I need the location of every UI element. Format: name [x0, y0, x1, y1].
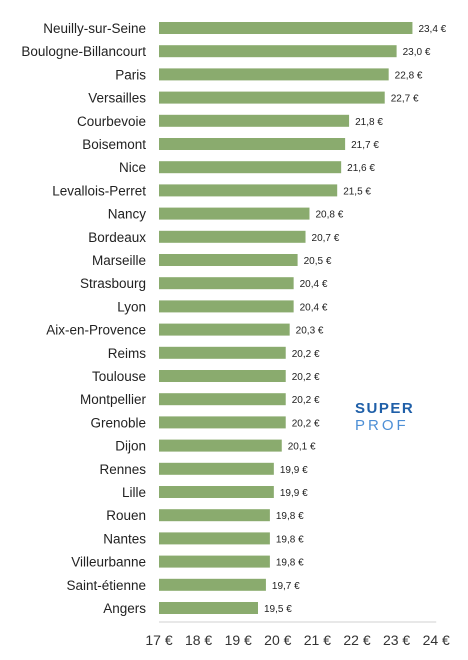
category-label: Bordeaux [88, 230, 146, 245]
data-label: 23,0 € [403, 47, 431, 58]
category-label: Angers [103, 601, 146, 616]
category-label: Nancy [108, 207, 147, 222]
data-label: 19,5 € [264, 604, 292, 615]
bar [159, 300, 294, 313]
data-label: 19,8 € [276, 511, 304, 522]
bar [159, 439, 282, 452]
category-label: Dijon [115, 439, 146, 454]
category-label: Rouen [106, 508, 146, 523]
bar [159, 602, 258, 614]
x-tick-label: 17 € [145, 632, 172, 648]
bar [159, 114, 350, 127]
bar [159, 532, 270, 545]
bar [159, 486, 274, 498]
data-label: 21,8 € [355, 117, 383, 128]
bar [159, 416, 286, 429]
data-label: 22,8 € [395, 70, 423, 81]
bar [159, 230, 306, 243]
data-label: 19,9 € [280, 488, 308, 499]
category-label: Nantes [103, 531, 146, 546]
bar [159, 184, 338, 197]
bar [159, 393, 286, 406]
data-label: 21,6 € [347, 163, 375, 174]
category-label: Versailles [88, 91, 146, 106]
bar [159, 254, 298, 266]
bar [159, 370, 286, 382]
data-label: 20,2 € [292, 395, 320, 406]
category-label: Grenoble [90, 415, 146, 430]
data-label: 19,8 € [276, 558, 304, 569]
watermark-line2: PROF [355, 417, 409, 434]
category-label: Villeurbanne [71, 555, 146, 570]
bar [159, 207, 310, 220]
category-label: Nice [119, 160, 146, 175]
data-label: 20,7 € [312, 233, 340, 244]
category-label: Aix-en-Provence [46, 323, 146, 338]
category-label: Montpellier [80, 392, 147, 407]
bar [159, 91, 385, 104]
category-label: Neuilly-sur-Seine [43, 21, 146, 36]
category-label: Lyon [117, 299, 146, 314]
x-tick-label: 21 € [304, 632, 331, 648]
data-label: 21,5 € [343, 186, 371, 197]
category-label: Saint-étienne [66, 578, 146, 593]
x-tick-label: 20 € [264, 632, 291, 648]
data-label: 23,4 € [418, 24, 446, 35]
x-tick-label: 18 € [185, 632, 212, 648]
category-label: Strasbourg [80, 276, 146, 291]
bar [159, 45, 397, 58]
data-label: 19,8 € [276, 534, 304, 545]
bar [159, 578, 266, 591]
data-label: 20,1 € [288, 442, 316, 453]
category-label: Rennes [99, 462, 146, 477]
x-tick-label: 23 € [383, 632, 410, 648]
data-label: 20,2 € [292, 349, 320, 360]
bar [159, 138, 346, 150]
bar [159, 161, 342, 174]
data-label: 20,5 € [304, 256, 332, 267]
superprof-watermark-logo: SUPER PROF [355, 400, 414, 434]
x-tick-label: 19 € [225, 632, 252, 648]
data-label: 22,7 € [391, 94, 419, 105]
x-tick-label: 24 € [423, 632, 450, 648]
data-label: 20,4 € [300, 302, 328, 313]
data-label: 19,7 € [272, 581, 300, 592]
data-label: 20,4 € [300, 279, 328, 290]
bar [159, 277, 294, 290]
x-tick-label: 22 € [343, 632, 370, 648]
data-label: 19,9 € [280, 465, 308, 476]
category-label: Marseille [92, 253, 146, 268]
category-label: Toulouse [92, 369, 146, 384]
bar [159, 22, 413, 34]
category-label: Reims [108, 346, 147, 361]
data-label: 21,7 € [351, 140, 379, 151]
data-label: 20,3 € [296, 326, 324, 337]
bar [159, 509, 270, 522]
bar [159, 346, 286, 359]
category-label: Levallois-Perret [52, 183, 146, 198]
bar [159, 462, 274, 475]
data-label: 20,2 € [292, 418, 320, 429]
bar [159, 68, 389, 81]
watermark-line1: SUPER [355, 400, 414, 417]
data-label: 20,2 € [292, 372, 320, 383]
category-label: Paris [115, 67, 146, 82]
category-label: Boisemont [82, 137, 146, 152]
category-label: Boulogne-Billancourt [21, 44, 146, 59]
category-label: Courbevoie [77, 114, 146, 129]
category-label: Lille [122, 485, 146, 500]
bar [159, 555, 270, 568]
data-label: 20,8 € [315, 210, 343, 221]
bar [159, 323, 290, 336]
